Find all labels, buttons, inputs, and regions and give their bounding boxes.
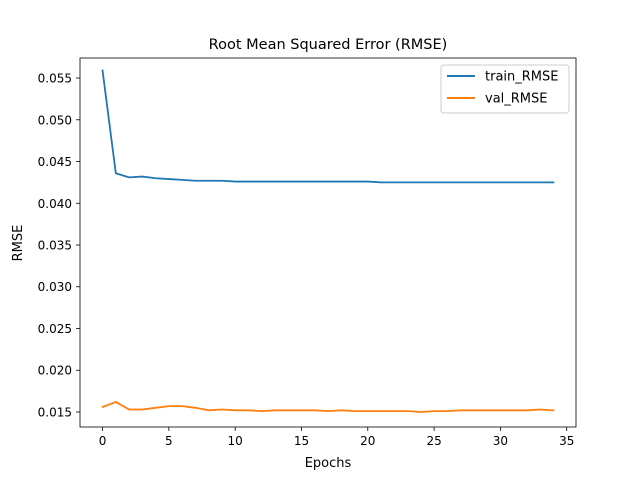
- y-tick-label: 0.020: [38, 364, 72, 378]
- legend-label-train: train_RMSE: [485, 70, 558, 85]
- plot-frame: [79, 57, 577, 428]
- x-axis-label: Epochs: [305, 456, 352, 471]
- x-tick-label: 30: [493, 434, 508, 448]
- y-tick-label: 0.050: [38, 113, 72, 127]
- x-tick-label: 0: [99, 434, 107, 448]
- y-tick-label: 0.035: [38, 239, 72, 253]
- x-tick-label: 15: [294, 434, 309, 448]
- y-tick-label: 0.055: [38, 72, 72, 86]
- y-axis-label: RMSE: [11, 225, 26, 262]
- y-tick-label: 0.040: [38, 197, 72, 211]
- y-axis-ticks: 0.015 0.020 0.025 0.030 0.035 0.040 0.045 0.050…: [38, 72, 80, 419]
- x-tick-label: 10: [228, 434, 243, 448]
- series-layer: [101, 69, 555, 413]
- x-tick-label: 20: [360, 434, 375, 448]
- x-tick-label: 25: [426, 434, 441, 448]
- x-tick-label: 5: [165, 434, 173, 448]
- x-tick-label: 35: [559, 434, 574, 448]
- plot-area: [80, 58, 576, 427]
- y-tick-label: 0.045: [38, 155, 72, 169]
- y-tick-label: 0.030: [38, 280, 72, 294]
- y-tick-label: 0.025: [38, 322, 72, 336]
- legend-label-val: val_RMSE: [485, 92, 548, 107]
- series-line-train-rmse: [101, 69, 555, 184]
- legend: train_RMSE val_RMSE: [440, 64, 570, 114]
- x-axis-ticks: 0 5 10 15 20 25 30 35: [99, 427, 574, 448]
- y-tick-label: 0.015: [38, 405, 72, 419]
- chart-title: Root Mean Squared Error (RMSE): [209, 37, 448, 53]
- series-line-val-rmse: [101, 401, 555, 413]
